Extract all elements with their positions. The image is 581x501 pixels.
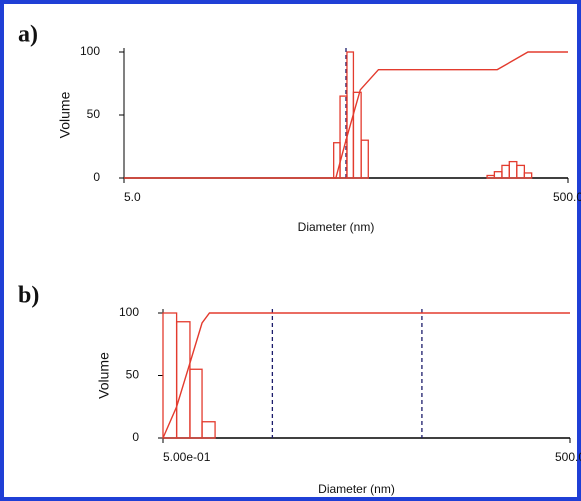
bar [189, 368, 203, 439]
x-axis-label: Diameter (nm) [298, 220, 375, 234]
y-tick-label: 100 [80, 44, 100, 58]
y-tick-label: 0 [132, 430, 139, 444]
y-tick-label: 0 [93, 170, 100, 184]
bar [352, 91, 362, 179]
x-axis-label: Diameter (nm) [318, 482, 395, 496]
x-tick-label: 500.0 [555, 450, 581, 464]
cumulative-line [124, 51, 568, 179]
y-axis-label: Volume [96, 352, 112, 399]
panel-label: a) [18, 22, 38, 48]
bar [523, 172, 533, 179]
bar [360, 139, 369, 179]
x-tick-label: 5.00e-01 [163, 450, 211, 464]
y-tick-label: 100 [119, 305, 139, 319]
x-tick-label: 5.0 [124, 190, 141, 204]
panel-label: b) [18, 283, 39, 309]
bar [201, 421, 216, 439]
y-tick-label: 50 [126, 368, 140, 382]
x-tick-label: 500.0 [553, 190, 581, 204]
cumulative-line [162, 312, 570, 439]
y-tick-label: 50 [87, 107, 101, 121]
y-axis-label: Volume [57, 91, 73, 138]
bar [516, 164, 526, 179]
